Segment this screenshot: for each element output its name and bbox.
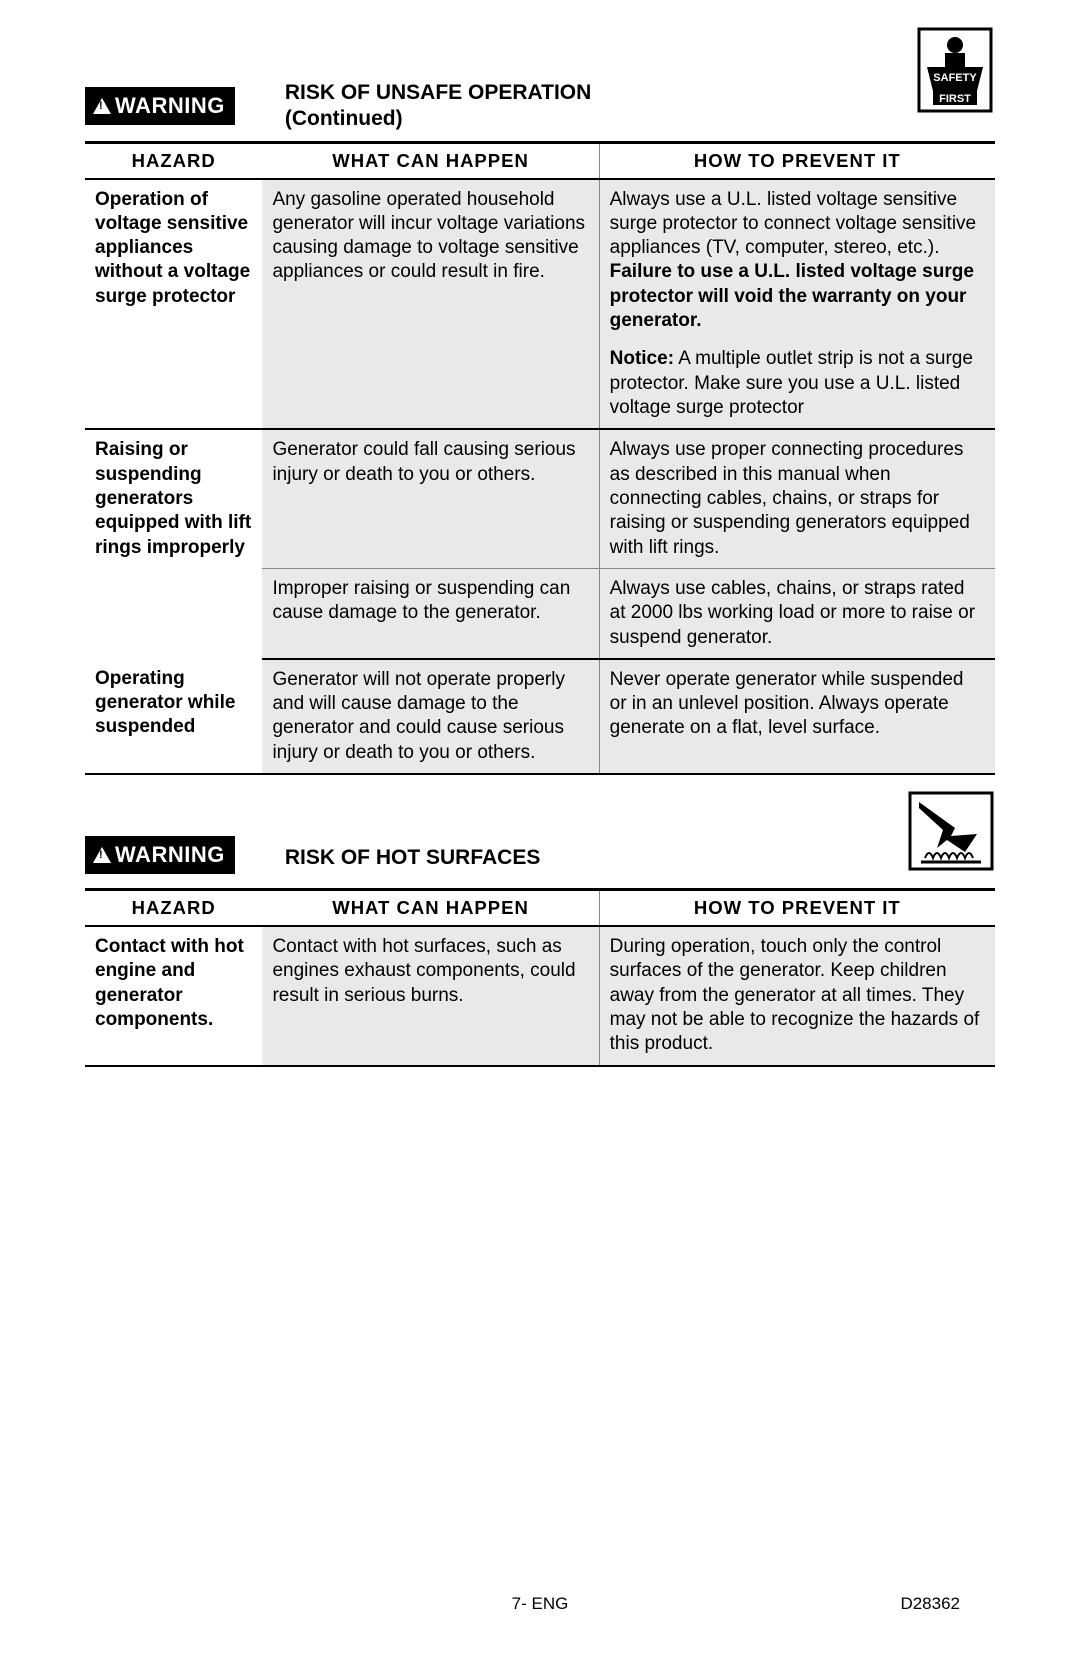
prevent-bold: Failure to use a U.L. listed voltage sur… xyxy=(610,261,974,331)
section1-title-line2: (Continued) xyxy=(285,107,403,130)
warning-badge: WARNING xyxy=(85,87,235,125)
page-number: 7- ENG xyxy=(512,1594,569,1613)
table-row: Operation of voltage sensitive appli­anc… xyxy=(85,179,995,430)
section1-title-line1: RISK OF UNSAFE OPERATION xyxy=(285,81,591,104)
notice-label: Notice: xyxy=(610,348,674,369)
what-cell: Generator will not operate properly and … xyxy=(262,659,599,774)
th-prevent: HOW TO PREVENT IT xyxy=(599,890,995,927)
section1-title: RISK OF UNSAFE OPERATION (Continued) xyxy=(285,80,995,133)
section1-table: HAZARD WHAT CAN HAPPEN HOW TO PREVENT IT… xyxy=(85,141,995,776)
hazard-cell: Contact with hot engine and generator co… xyxy=(85,926,262,1066)
warning-triangle-icon xyxy=(93,847,111,863)
prevent-cell: Always use proper connecting procedures … xyxy=(599,429,995,568)
what-cell: Improper raising or suspending can cause… xyxy=(262,568,599,658)
prevent-cell: Always use cables, chains, or straps rat… xyxy=(599,568,995,658)
table-row: Raising or suspending generators equippe… xyxy=(85,429,995,568)
warning-badge: WARNING xyxy=(85,836,235,874)
warning-label: WARNING xyxy=(115,93,225,119)
svg-text:FIRST: FIRST xyxy=(939,93,971,105)
th-what: WHAT CAN HAPPEN xyxy=(262,890,599,927)
warning-triangle-icon xyxy=(93,98,111,114)
table-row: Operating generator while suspended Gene… xyxy=(85,659,995,774)
th-prevent: HOW TO PREVENT IT xyxy=(599,142,995,179)
section2-table: HAZARD WHAT CAN HAPPEN HOW TO PREVENT IT… xyxy=(85,888,995,1067)
th-what: WHAT CAN HAPPEN xyxy=(262,142,599,179)
th-hazard: HAZARD xyxy=(85,142,262,179)
page-footer: 7- ENG D28362 xyxy=(0,1594,1080,1614)
prevent-cell: Always use a U.L. listed voltage sensiti… xyxy=(599,179,995,430)
hazard-cell: Operation of voltage sensitive appli­anc… xyxy=(85,179,262,430)
hazard-cell: Operating generator while suspended xyxy=(85,659,262,774)
table-header-row: HAZARD WHAT CAN HAPPEN HOW TO PREVENT IT xyxy=(85,142,995,179)
prevent-pre: Always use a U.L. listed voltage sensiti… xyxy=(610,189,976,259)
svg-text:SAFETY: SAFETY xyxy=(933,72,977,84)
what-cell: Generator could fall causing serious inj… xyxy=(262,429,599,568)
hot-surface-icon xyxy=(907,790,995,872)
prevent-cell: During operation, touch only the control… xyxy=(599,926,995,1066)
section2-header: WARNING RISK OF HOT SURFACES xyxy=(85,830,995,880)
table-row: Contact with hot engine and generator co… xyxy=(85,926,995,1066)
warning-label: WARNING xyxy=(115,842,225,868)
doc-number: D28362 xyxy=(900,1594,960,1614)
prevent-notice: Notice: A multiple outlet strip is not a… xyxy=(610,347,985,420)
prevent-cell: Never operate generator while suspended … xyxy=(599,659,995,774)
section1-header: WARNING RISK OF UNSAFE OPERATION (Contin… xyxy=(85,80,995,133)
th-hazard: HAZARD xyxy=(85,890,262,927)
what-cell: Contact with hot surfaces, such as engin… xyxy=(262,926,599,1066)
safety-first-icon: SAFETY FIRST xyxy=(915,25,995,115)
what-cell: Any gasoline operated household generato… xyxy=(262,179,599,430)
hazard-cell: Raising or suspending generators equippe… xyxy=(85,429,262,659)
table-header-row: HAZARD WHAT CAN HAPPEN HOW TO PREVENT IT xyxy=(85,890,995,927)
section2-title-line1: RISK OF HOT SURFACES xyxy=(285,846,541,869)
section2-title: RISK OF HOT SURFACES xyxy=(285,839,995,871)
